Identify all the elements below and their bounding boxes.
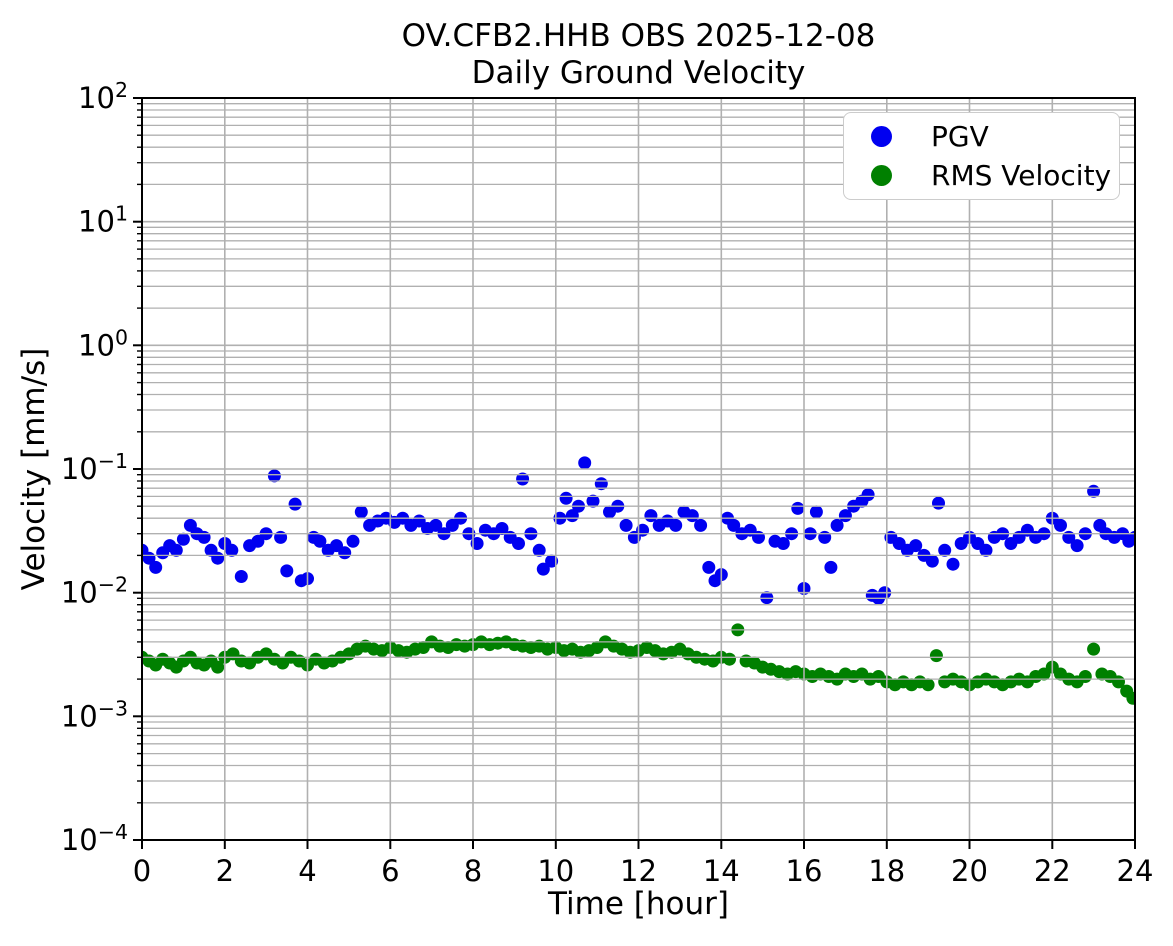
pgv-data-point	[346, 534, 360, 548]
pgv-data-point	[909, 539, 923, 553]
x-tick-label: 6	[381, 854, 399, 888]
pgv-data-point	[516, 472, 530, 486]
x-tick-label: 18	[868, 854, 905, 888]
gridlines	[142, 97, 1135, 841]
rms-velocity-data-point	[921, 678, 935, 692]
chart-title-line1: OV.CFB2.HHB OBS 2025-12-08	[401, 18, 876, 54]
x-tick-label: 24	[1117, 854, 1154, 888]
pgv-data-point	[225, 543, 239, 557]
pgv-data-point	[578, 456, 592, 470]
pgv-data-point	[176, 532, 190, 546]
y-tick-label: 10−4	[61, 820, 128, 857]
pgv-data-point	[512, 537, 525, 550]
y-tick-label: 10−3	[61, 696, 128, 733]
pgv-data-point	[495, 522, 509, 535]
y-tick-label: 10−2	[61, 573, 128, 610]
rms-velocity-data-point	[723, 652, 736, 666]
pgv-data-point	[824, 560, 838, 574]
y-axis-label: Velocity [mm/s]	[16, 347, 52, 591]
pgv-data-point	[267, 469, 281, 483]
rms-velocity-data-point	[1087, 642, 1101, 656]
x-tick-label: 12	[620, 854, 657, 888]
x-tick-label: 20	[951, 854, 988, 888]
pgv-data-point	[830, 518, 844, 532]
pgv-data-point	[354, 505, 368, 519]
x-tick-label: 8	[464, 854, 482, 888]
x-axis-label: Time [hour]	[548, 886, 729, 922]
pgv-data-point	[532, 543, 546, 557]
pgv-data-point	[234, 570, 248, 583]
x-tick-label: 14	[703, 854, 740, 888]
pgv-data-point	[727, 518, 741, 532]
pgv-data-point	[274, 530, 288, 544]
pgv-data-point	[932, 496, 945, 510]
pgv-data-point	[470, 537, 484, 550]
pgv-data-point	[280, 564, 294, 578]
pgv-data-point	[536, 562, 550, 576]
rms-velocity-data-point	[211, 660, 225, 674]
pgv-data-point	[288, 497, 302, 511]
pgv-data-point	[586, 494, 600, 508]
pgv-data-point	[669, 518, 683, 532]
pgv-data-point	[251, 534, 265, 548]
pgv-data-point	[197, 530, 211, 544]
rms-velocity-data-point	[1126, 691, 1135, 705]
pgv-data-point	[429, 518, 443, 532]
x-tick-label: 10	[537, 854, 574, 888]
pgv-data-point	[559, 491, 573, 505]
rms-velocity-data-point	[929, 649, 943, 663]
y-tick-label: 100	[78, 325, 128, 362]
pgv-data-point	[776, 537, 790, 550]
y-tick-label: 10−1	[61, 449, 128, 486]
pgv-data-point	[211, 551, 225, 565]
x-tick-label: 0	[133, 854, 151, 888]
chart-title-line2: Daily Ground Velocity	[471, 55, 806, 91]
pgv-data-point	[938, 543, 952, 557]
axes: 0 2 4 6 8 10 12 14 16 18 20 22 2410210110010−110−210…	[61, 78, 1154, 888]
pgv-data-point	[619, 518, 633, 532]
legend-item-rms: RMS Velocity	[844, 159, 1119, 192]
pgv-data-point	[169, 543, 183, 557]
pgv-data-point	[694, 518, 708, 532]
pgv-data-point	[545, 554, 559, 568]
pgv-data-point	[818, 530, 832, 544]
pgv-data-point	[979, 543, 993, 557]
pgv-data-point	[149, 560, 163, 574]
pgv-data-point	[946, 557, 960, 571]
y-tick-label: 102	[78, 78, 128, 115]
pgv-data-point	[861, 488, 875, 502]
pgv-data-point	[338, 546, 352, 560]
legend-item-pgv: PGV	[844, 120, 1119, 153]
legend: PGV RMS Velocity	[843, 112, 1120, 200]
pgv-data-point	[313, 534, 327, 548]
y-tick-label: 101	[78, 202, 128, 239]
rms-velocity-data-point	[1078, 670, 1092, 683]
pgv-data-point	[1054, 518, 1067, 532]
x-tick-label: 2	[216, 854, 234, 888]
pgv-data-point	[809, 505, 823, 519]
pgv-data-point	[702, 560, 716, 574]
pgv-data-point	[752, 530, 765, 544]
x-tick-label: 4	[298, 854, 316, 888]
pgv-data-point	[1070, 539, 1084, 553]
legend-label-pgv: PGV	[931, 119, 989, 153]
chart-title: OV.CFB2.HHB OBS 2025-12-08 Daily Ground …	[142, 18, 1135, 92]
pgv-marker-icon	[871, 125, 892, 147]
legend-label-rms: RMS Velocity	[931, 159, 1112, 193]
x-tick-label: 16	[786, 854, 823, 888]
pgv-data-point	[791, 501, 805, 515]
pgv-data-point	[925, 554, 939, 568]
x-tick-label: 22	[1034, 854, 1071, 888]
rms-velocity-marker-icon	[871, 165, 892, 187]
rms-velocity-points	[142, 623, 1135, 705]
